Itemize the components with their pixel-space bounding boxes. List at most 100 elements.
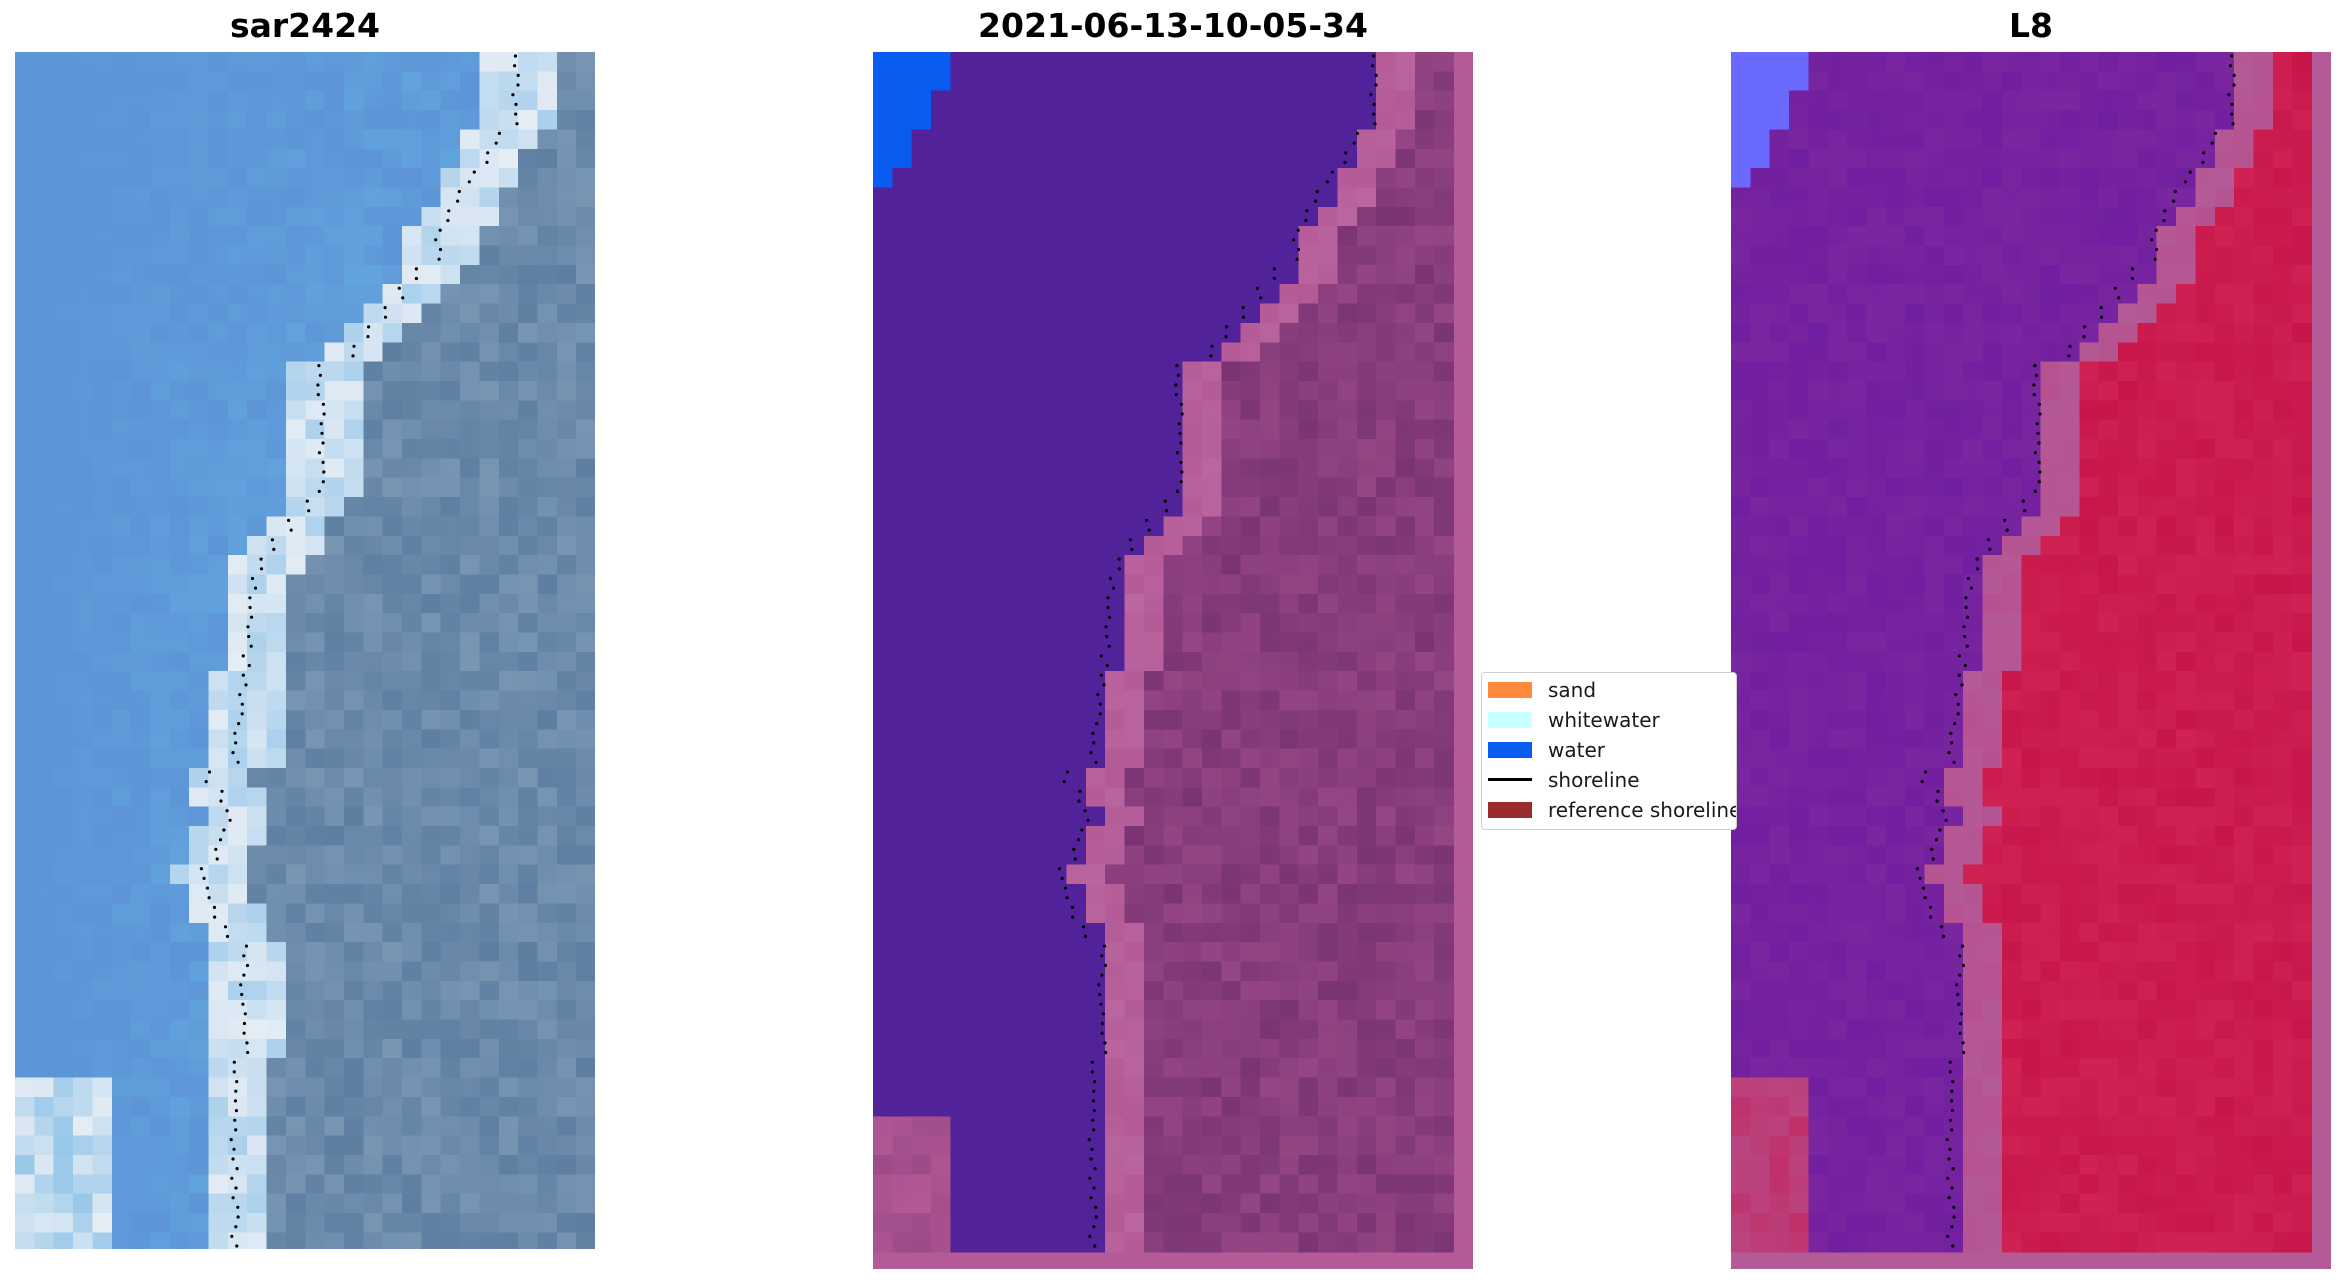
rgb-pixel <box>150 206 171 227</box>
classified-pixel <box>1085 419 1106 440</box>
classified-pixel <box>873 651 893 672</box>
rgb-pixel <box>479 361 500 382</box>
rgb-pixel <box>402 1154 422 1175</box>
classified-pixel <box>1182 1077 1203 1098</box>
mndwi-pixel <box>1982 613 2003 634</box>
classified-pixel <box>1414 1193 1435 1214</box>
rgb-pixel <box>34 1154 55 1175</box>
classified-pixel <box>931 168 951 189</box>
classified-pixel <box>969 458 990 479</box>
mndwi-pixel <box>2292 651 2313 672</box>
rgb-pixel <box>498 942 519 963</box>
classified-pixel <box>1085 1038 1106 1059</box>
rgb-pixel <box>518 942 539 963</box>
mndwi-pixel <box>2040 148 2061 169</box>
rgb-pixel <box>382 632 403 653</box>
rgb-pixel <box>556 903 577 924</box>
rgb-pixel <box>111 206 132 227</box>
mndwi-pixel <box>1847 264 1868 285</box>
classified-pixel <box>1008 52 1029 72</box>
rgb-pixel <box>382 535 403 556</box>
shoreline-dot <box>1175 451 1179 455</box>
classified-pixel <box>1298 613 1319 634</box>
rgb-pixel <box>305 148 326 169</box>
classified-pixel <box>969 303 990 324</box>
rgb-pixel <box>460 71 480 92</box>
rgb-pixel <box>576 787 595 808</box>
classified-pixel <box>892 690 913 711</box>
rgb-pixel <box>208 942 229 963</box>
rgb-pixel <box>440 264 461 285</box>
classified-pixel <box>1260 1154 1280 1175</box>
mndwi-pixel <box>1982 52 2003 72</box>
mndwi-pixel <box>1924 535 1945 556</box>
shoreline-dot <box>234 1089 238 1093</box>
rgb-pixel <box>53 767 74 788</box>
mndwi-pixel <box>2040 632 2061 653</box>
rgb-pixel <box>266 942 287 963</box>
rgb-pixel <box>479 555 500 576</box>
rgb-pixel <box>479 439 500 459</box>
rgb-pixel <box>92 110 113 130</box>
classified-pixel <box>1085 729 1106 750</box>
classified-pixel <box>1298 1213 1319 1233</box>
classified-pixel <box>950 961 971 982</box>
classified-pixel <box>1279 226 1300 247</box>
classified-pixel <box>1279 884 1300 904</box>
classified-pixel <box>931 400 951 421</box>
mndwi-pixel <box>1789 516 1809 537</box>
mndwi-pixel <box>1750 516 1771 537</box>
rgb-pixel <box>382 729 403 750</box>
mndwi-pixel <box>2040 477 2061 498</box>
mndwi-pixel <box>1885 400 1906 421</box>
classified-pixel <box>1066 613 1087 634</box>
rgb-pixel <box>34 90 55 111</box>
rgb-pixel <box>556 1038 577 1059</box>
rgb-pixel <box>247 1077 268 1098</box>
rgb-pixel <box>34 748 55 769</box>
rgb-pixel <box>266 187 287 208</box>
classified-pixel <box>1356 1154 1377 1175</box>
panel-title-classified: 2021-06-13-10-05-34 <box>978 6 1368 45</box>
classified-pixel <box>1163 942 1184 963</box>
classified-pixel <box>1414 1154 1435 1175</box>
mndwi-pixel <box>1750 477 1771 498</box>
classified-pixel <box>1221 709 1242 730</box>
rgb-pixel <box>363 671 384 692</box>
rgb-pixel <box>479 1096 500 1117</box>
classified-pixel <box>1434 806 1455 827</box>
rgb-pixel <box>208 110 229 130</box>
classified-pixel <box>1027 787 1048 808</box>
rgb-pixel <box>440 1077 461 1098</box>
classified-pixel <box>873 1135 893 1156</box>
rgb-pixel <box>53 1174 74 1195</box>
mndwi-pixel <box>2118 593 2138 614</box>
classified-pixel <box>989 942 1010 963</box>
classified-pixel <box>1376 458 1397 479</box>
rgb-pixel <box>576 380 595 401</box>
rgb-pixel <box>266 1058 287 1079</box>
classified-pixel <box>892 1154 913 1175</box>
rgb-pixel <box>111 1232 132 1249</box>
classified-pixel <box>931 555 951 576</box>
classified-pixel <box>1085 709 1106 730</box>
classified-pixel <box>1318 787 1338 808</box>
classified-pixel <box>1066 419 1087 440</box>
rgb-pixel <box>343 1038 364 1059</box>
classified-pixel <box>1298 651 1319 672</box>
classified-pixel <box>931 458 951 479</box>
shoreline-dot <box>1104 625 1108 629</box>
rgb-pixel <box>518 729 539 750</box>
rgb-pixel <box>537 787 558 808</box>
rgb-pixel <box>363 1116 384 1137</box>
rgb-pixel <box>402 322 422 343</box>
classified-pixel <box>1337 206 1358 227</box>
classified-pixel <box>969 110 990 130</box>
rgb-pixel <box>111 380 132 401</box>
mndwi-pixel <box>1885 380 1906 401</box>
classified-pixel <box>1047 903 1068 924</box>
mndwi-pixel <box>1943 264 1964 285</box>
classified-pixel <box>950 71 971 92</box>
mndwi-pixel <box>2176 110 2196 130</box>
mndwi-pixel <box>2156 303 2177 324</box>
